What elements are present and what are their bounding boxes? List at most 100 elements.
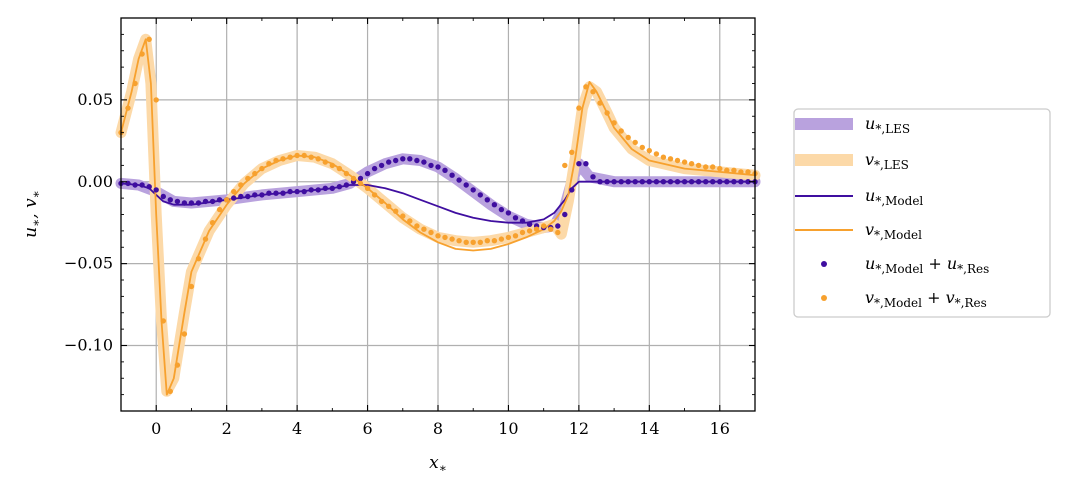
y-tick-label: 0.00 (77, 172, 113, 191)
legend-swatch-dot (821, 261, 827, 267)
data-point (583, 161, 589, 167)
y-tick-label: −0.05 (64, 254, 113, 273)
data-point (688, 161, 695, 167)
legend-box (793, 108, 1051, 318)
x-axis-label: x∗ (429, 453, 447, 475)
data-point (400, 156, 406, 162)
data-point (280, 156, 286, 162)
data-point (174, 198, 181, 205)
data-point (202, 198, 209, 205)
data-point (357, 180, 364, 187)
data-point (195, 256, 202, 262)
data-point (315, 187, 321, 193)
data-point (449, 236, 455, 242)
data-point (597, 179, 603, 185)
data-point (688, 179, 695, 185)
data-point (238, 193, 244, 200)
data-point (266, 190, 272, 196)
data-point (604, 179, 610, 185)
data-point (428, 162, 434, 169)
data-point (167, 388, 173, 394)
data-point (315, 156, 321, 162)
data-point (231, 188, 237, 195)
data-point (625, 134, 631, 141)
data-point (407, 218, 413, 224)
data-point (407, 156, 413, 162)
data-point (139, 182, 145, 188)
data-point (371, 165, 378, 172)
data-point (526, 228, 533, 234)
data-point (329, 185, 335, 191)
legend-label-0: u*,LES (865, 114, 910, 136)
data-point (421, 159, 427, 165)
data-point (322, 185, 328, 191)
data-point (717, 165, 723, 172)
data-point (153, 97, 159, 103)
data-point (653, 151, 660, 157)
data-point (639, 144, 645, 151)
data-point (681, 159, 688, 165)
data-point (280, 190, 286, 196)
data-point (167, 197, 173, 203)
x-tick-label: 12 (569, 419, 589, 438)
data-point (491, 238, 498, 244)
data-point (231, 195, 237, 201)
data-point (245, 175, 251, 182)
data-point (393, 157, 399, 164)
data-point (371, 192, 378, 198)
data-point (695, 162, 702, 169)
data-point (484, 197, 490, 203)
data-point (597, 100, 603, 106)
data-point (512, 233, 519, 239)
legend-label-1: v*,LES (865, 150, 909, 172)
data-point (259, 192, 265, 198)
data-point (160, 318, 166, 324)
data-point (435, 233, 441, 239)
data-point (562, 162, 568, 169)
data-point (266, 161, 272, 167)
data-point (386, 159, 392, 165)
data-point (414, 223, 420, 229)
data-point (216, 197, 223, 203)
data-point (188, 283, 195, 290)
data-point (491, 202, 498, 208)
x-tick-label: 16 (710, 419, 730, 438)
data-point (498, 206, 505, 213)
x-tick-label: 6 (362, 419, 372, 438)
data-point (611, 179, 617, 185)
data-point (569, 149, 575, 155)
x-tick-label: 2 (222, 419, 232, 438)
data-point (174, 362, 181, 368)
data-point (421, 226, 427, 232)
data-point (308, 187, 314, 193)
data-point (343, 170, 350, 177)
x-tick-label: 4 (292, 419, 302, 438)
data-point (555, 223, 561, 229)
data-point (632, 139, 638, 146)
data-point (125, 105, 131, 111)
data-point (625, 179, 631, 185)
x-tick-label: 8 (433, 419, 443, 438)
data-point (710, 164, 716, 170)
data-point (287, 154, 293, 160)
series-line-2 (120, 180, 755, 224)
data-point (674, 179, 681, 185)
data-point (555, 229, 561, 236)
y-tick-label: 0.05 (77, 90, 113, 109)
data-point (660, 154, 667, 160)
data-point (224, 197, 230, 203)
data-point (717, 179, 723, 185)
data-point (428, 229, 434, 236)
x-tick-label: 14 (639, 419, 659, 438)
data-point (498, 236, 505, 242)
data-point (364, 185, 371, 191)
data-point (477, 239, 483, 245)
legend-label-3: v*,Model (865, 220, 922, 242)
legend-swatch-band (795, 118, 853, 130)
data-point (470, 239, 476, 245)
data-point (724, 167, 730, 173)
plot-series (115, 33, 761, 397)
y-axis-label: u∗, v∗ (21, 190, 43, 238)
data-point (209, 220, 216, 226)
data-point (350, 175, 357, 182)
